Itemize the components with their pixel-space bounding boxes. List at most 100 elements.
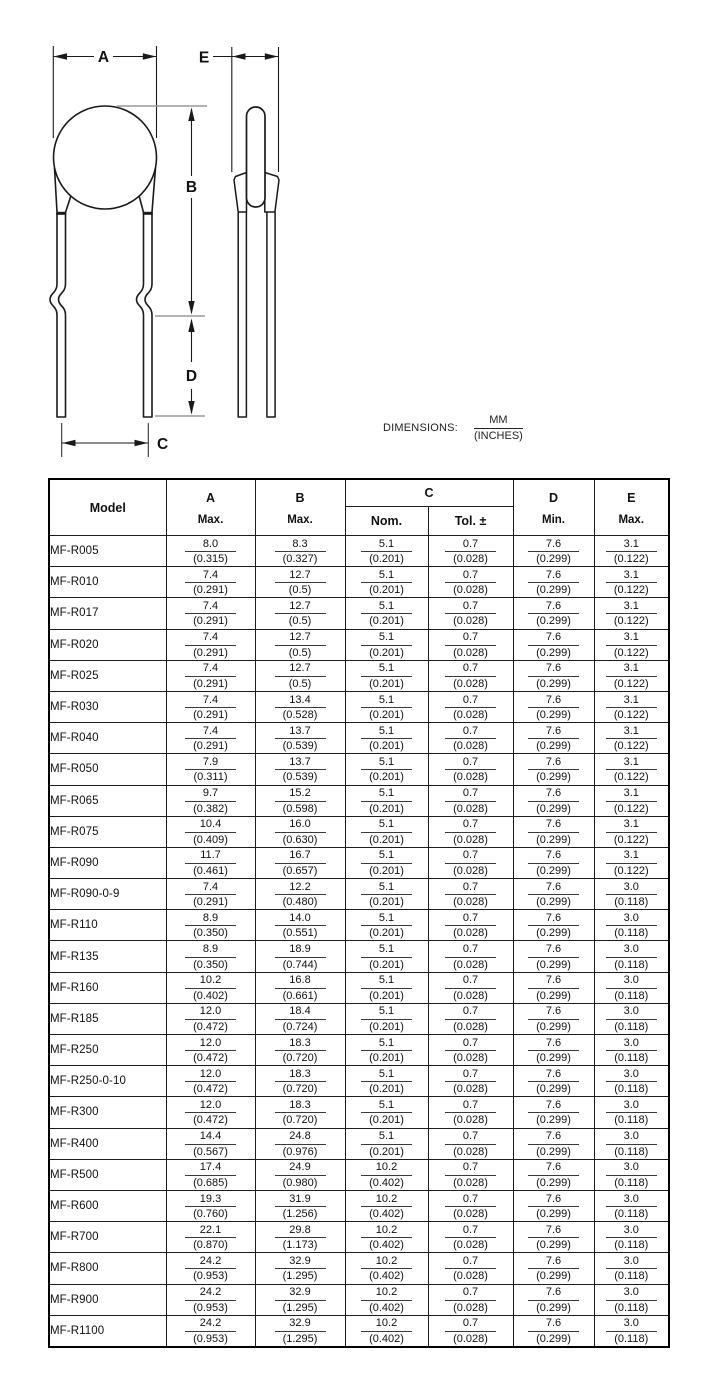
value-cell-c-tol: 0.7 (0.028) [427, 846, 514, 880]
front-right-fillet [138, 167, 157, 213]
value-cell-c-tol: 0.7 (0.028) [427, 1221, 514, 1254]
model-cell: MF-R020 [48, 628, 167, 661]
value-cell-b: 12.7 (0.5) [254, 597, 346, 630]
value-cell-e: 3.0 (0.118) [593, 878, 670, 911]
value-cell-d: 7.6 (0.299) [512, 1221, 595, 1254]
value-cell-d: 7.6 (0.299) [512, 628, 595, 661]
model-cell: MF-R050 [48, 753, 167, 786]
value-cell-d: 7.6 (0.299) [512, 878, 595, 911]
table-row: MF-R160 10.2 (0.402) 16.8 (0.661) 5.1 (0.20… [48, 971, 670, 1004]
value-cell-b: 18.4 (0.724) [254, 1002, 346, 1036]
header-col-e: E Max. [593, 478, 670, 536]
dim-e-arrowhead-left [232, 53, 246, 60]
value-cell-c-nom: 5.1 (0.201) [344, 909, 429, 942]
value-cell-b: 24.8 (0.976) [254, 1127, 346, 1160]
value-cell-c-tol: 0.7 (0.028) [427, 1314, 514, 1348]
table-row: MF-R010 7.4 (0.291) 12.7 (0.5) 5.1 (0.201) … [48, 566, 670, 599]
value-cell-b: 18.3 (0.720) [254, 1096, 346, 1129]
header-c-tol: Tol. ± [427, 506, 514, 536]
value-cell-a: 24.2 (0.953) [165, 1314, 256, 1348]
dimension-drawing: A E B D C [49, 46, 280, 457]
table-row: MF-R050 7.9 (0.311) 13.7 (0.539) 5.1 (0.201… [48, 753, 670, 786]
dim-a-extension-lines [52, 46, 158, 138]
value-cell-c-tol: 0.7 (0.028) [427, 878, 514, 911]
value-cell-c-nom: 5.1 (0.201) [344, 534, 429, 568]
value-cell-b: 16.7 (0.657) [254, 846, 346, 880]
value-cell-a: 8.0 (0.315) [165, 534, 256, 568]
value-cell-e: 3.0 (0.118) [593, 971, 670, 1004]
dim-e-extension-lines [231, 47, 280, 172]
value-cell-a: 10.2 (0.402) [165, 971, 256, 1004]
header-col-b: B Max. [254, 478, 346, 536]
value-cell-e: 3.0 (0.118) [593, 1033, 670, 1067]
dimensions-note-units: MM (INCHES) [473, 414, 523, 442]
value-cell-e: 3.1 (0.122) [593, 659, 670, 692]
value-cell-c-nom: 5.1 (0.201) [344, 940, 429, 973]
dimensions-table-body: MF-R005 8.0 (0.315) 8.3 (0.327) 5.1 (0.201)… [48, 534, 670, 1348]
table-row: MF-R090-0-9 7.4 (0.291) 12.2 (0.480) 5.1 (0… [48, 878, 670, 911]
value-cell-e: 3.1 (0.122) [593, 784, 670, 817]
value-cell-e: 3.1 (0.122) [593, 566, 670, 599]
table-row: MF-R400 14.4 (0.567) 24.8 (0.976) 5.1 (0.20… [48, 1127, 670, 1160]
dim-d-arrowhead-up [188, 318, 195, 332]
value-cell-e: 3.0 (0.118) [593, 909, 670, 942]
header-col-a: A Max. [165, 478, 256, 536]
dim-d-arrowhead-down [188, 401, 195, 415]
value-cell-c-tol: 0.7 (0.028) [427, 722, 514, 755]
value-cell-c-tol: 0.7 (0.028) [427, 1096, 514, 1129]
model-cell: MF-R010 [48, 566, 167, 599]
value-cell-c-nom: 5.1 (0.201) [344, 846, 429, 880]
value-cell-c-nom: 5.1 (0.201) [344, 815, 429, 848]
value-cell-d: 7.6 (0.299) [512, 1033, 595, 1067]
front-view [49, 105, 158, 418]
dimensions-note-label: DIMENSIONS: [383, 422, 458, 434]
value-cell-e: 3.1 (0.122) [593, 722, 670, 755]
model-cell: MF-R700 [48, 1221, 167, 1254]
side-left-lead [237, 212, 248, 418]
header-b-letter: B [295, 490, 305, 505]
table-row: MF-R800 24.2 (0.953) 32.9 (1.295) 10.2 (0.4… [48, 1252, 670, 1285]
model-cell: MF-R250 [48, 1033, 167, 1067]
value-cell-c-nom: 5.1 (0.201) [344, 1096, 429, 1129]
value-cell-b: 31.9 (1.256) [254, 1189, 346, 1223]
value-cell-a: 7.4 (0.291) [165, 628, 256, 661]
value-cell-c-tol: 0.7 (0.028) [427, 815, 514, 848]
value-cell-a: 8.9 (0.350) [165, 909, 256, 942]
value-cell-b: 13.4 (0.528) [254, 690, 346, 724]
table-row: MF-R040 7.4 (0.291) 13.7 (0.539) 5.1 (0.201… [48, 722, 670, 755]
model-cell: MF-R185 [48, 1002, 167, 1036]
model-cell: MF-R065 [48, 784, 167, 817]
value-cell-e: 3.1 (0.122) [593, 846, 670, 880]
value-cell-d: 7.6 (0.299) [512, 690, 595, 724]
value-cell-d: 7.6 (0.299) [512, 909, 595, 942]
header-e-letter: E [627, 490, 636, 505]
value-cell-a: 19.3 (0.760) [165, 1189, 256, 1223]
table-row: MF-R110 8.9 (0.350) 14.0 (0.551) 5.1 (0.201… [48, 909, 670, 942]
value-cell-b: 18.3 (0.720) [254, 1065, 346, 1098]
value-cell-a: 12.0 (0.472) [165, 1002, 256, 1036]
value-cell-b: 32.9 (1.295) [254, 1252, 346, 1285]
header-a-letter: A [205, 490, 216, 505]
value-cell-c-nom: 5.1 (0.201) [344, 1033, 429, 1067]
value-cell-a: 7.4 (0.291) [165, 566, 256, 599]
table-row: MF-R250-0-10 12.0 (0.472) 18.3 (0.720) 5.1… [48, 1065, 670, 1098]
value-cell-c-tol: 0.7 (0.028) [427, 1065, 514, 1098]
value-cell-a: 7.4 (0.291) [165, 722, 256, 755]
value-cell-e: 3.0 (0.118) [593, 1002, 670, 1036]
value-cell-c-tol: 0.7 (0.028) [427, 784, 514, 817]
value-cell-a: 24.2 (0.953) [165, 1252, 256, 1285]
value-cell-d: 7.6 (0.299) [512, 940, 595, 973]
header-d-sub: Min. [542, 513, 565, 526]
value-cell-c-tol: 0.7 (0.028) [427, 1002, 514, 1036]
value-cell-c-nom: 10.2 (0.402) [344, 1221, 429, 1254]
table-row: MF-R300 12.0 (0.472) 18.3 (0.720) 5.1 (0.20… [48, 1096, 670, 1129]
model-cell: MF-R040 [48, 722, 167, 755]
value-cell-e: 3.0 (0.118) [593, 1158, 670, 1191]
side-left-shoulder [233, 171, 248, 213]
value-cell-d: 7.6 (0.299) [512, 566, 595, 599]
value-cell-a: 8.9 (0.350) [165, 940, 256, 973]
value-cell-c-nom: 5.1 (0.201) [344, 628, 429, 661]
value-cell-d: 7.6 (0.299) [512, 1189, 595, 1223]
dim-c-extension-lines [61, 423, 149, 457]
